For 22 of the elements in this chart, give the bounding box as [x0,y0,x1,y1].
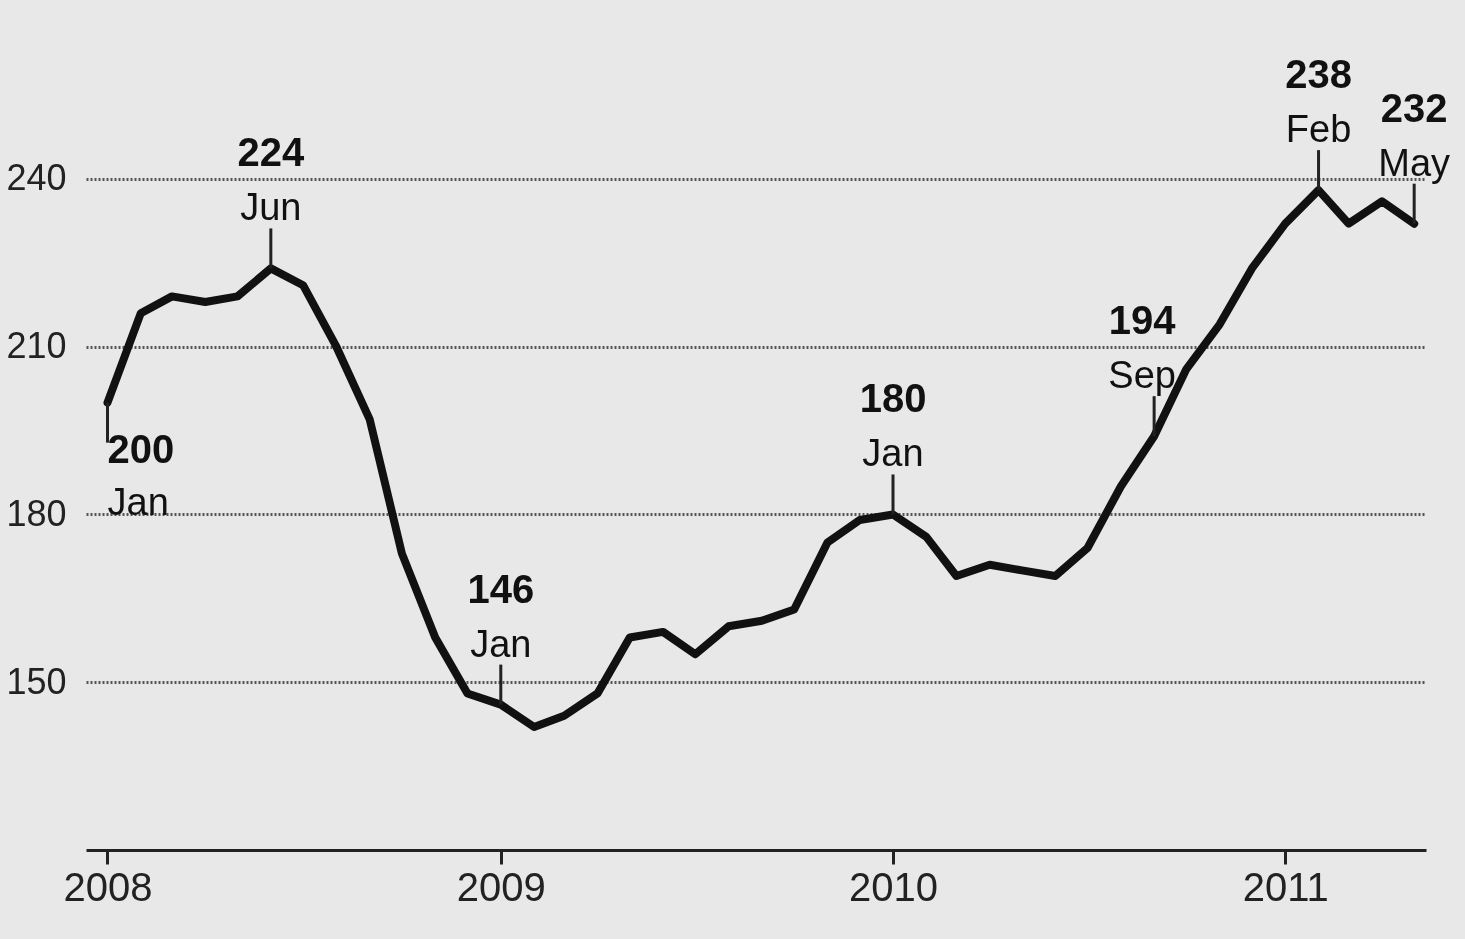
x-tick-label: 2008 [63,864,153,909]
annotation: Feb [1285,108,1352,151]
y-tick-label: 180 [6,492,67,534]
annotation: 200 [107,426,175,471]
y-tick-label: 240 [6,157,67,199]
x-tick-label: 2009 [456,864,546,909]
annotation: 238 [1285,52,1352,97]
y-tick-label: 150 [6,660,67,702]
x-tick-label: 2011 [1242,864,1329,909]
annotation: Jan [470,622,532,665]
y-tick-label: 210 [6,325,67,367]
annotation: 180 [859,376,927,421]
annotation: Jan [862,432,924,475]
annotation: 224 [237,130,305,175]
annotation: Jun [240,186,302,229]
annotation: 194 [1108,298,1177,343]
annotation: Jan [107,480,169,523]
annotation: Sep [1108,354,1176,397]
annotation: 146 [467,566,535,611]
annotation: May [1378,141,1451,184]
x-tick-label: 2010 [849,864,938,909]
annotation: 232 [1380,85,1448,130]
